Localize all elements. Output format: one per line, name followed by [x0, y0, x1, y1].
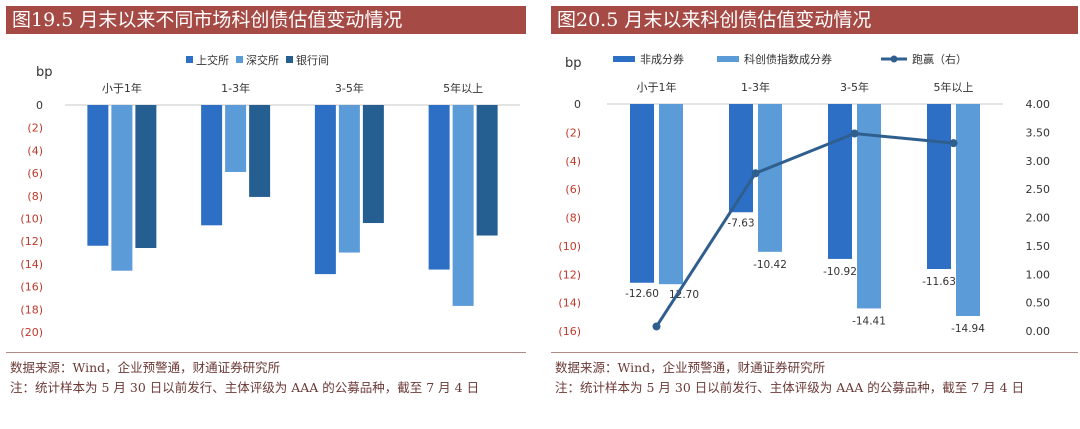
legend-swatch — [236, 56, 243, 63]
bar — [201, 105, 223, 226]
y-tick-label: (8) — [27, 190, 43, 203]
chart-panel-index: 图20.5 月末以来科创债估值变动情况 bp 非成分券 科创债指数成分券 跑赢（右） 0… — [545, 0, 1080, 429]
y-tick-label: 0 — [36, 99, 43, 112]
data-label: -10.92 — [823, 266, 857, 278]
legend-swatch — [717, 56, 739, 62]
data-label: -7.63 — [727, 217, 754, 229]
x-category-label: 1-3年 — [221, 81, 250, 95]
bar-chart-market: bp 上交所 深交所 银行间 0 (2) (4) (6) (8) (10) (12) (14) (16)… — [20, 53, 520, 339]
note-text: 注：统计样本为 5 月 30 日以前发行、主体评级为 AAA 的公募品种，截至 … — [10, 380, 480, 395]
y-tick-label-right: 0.00 — [1026, 325, 1051, 338]
y-tick-label-right: 1.50 — [1026, 240, 1051, 253]
y-tick-label: (6) — [27, 167, 43, 180]
y-tick-label-left: (4) — [565, 155, 581, 168]
divider — [6, 352, 526, 353]
bar — [476, 105, 498, 236]
legend-label: 科创债指数成分券 — [744, 52, 832, 66]
legend-swatch — [186, 56, 193, 63]
legend-marker — [890, 55, 898, 63]
y-tick-label-right: 4.00 — [1026, 98, 1051, 111]
data-label: -10.42 — [753, 259, 787, 271]
y-tick-label: (2) — [27, 122, 43, 135]
x-category-label: 3-5年 — [335, 81, 364, 95]
legend-label: 深交所 — [246, 53, 279, 67]
y-tick-label-left: (8) — [565, 212, 581, 225]
line-series-outperform — [655, 131, 954, 328]
y-tick-label-left: 0 — [574, 98, 581, 111]
y-tick-label: (20) — [20, 326, 43, 339]
x-category-label: 1-3年 — [741, 80, 770, 94]
legend-label: 银行间 — [296, 53, 329, 67]
y-tick-label: (16) — [20, 281, 43, 294]
line-point — [850, 129, 859, 138]
y-tick-label-right: 2.00 — [1026, 212, 1051, 225]
bar — [111, 105, 133, 271]
bar — [135, 105, 157, 249]
bar — [659, 104, 683, 285]
y-tick-label-right: 0.50 — [1026, 297, 1051, 310]
chart-title: 图19.5 月末以来不同市场科创债估值变动情况 — [6, 6, 526, 34]
line-point — [652, 322, 661, 331]
note-text: 注：统计样本为 5 月 30 日以前发行、主体评级为 AAA 的公募品种，截至 … — [555, 380, 1025, 395]
y-tick-label-left: (10) — [558, 240, 581, 253]
y-tick-label: (18) — [20, 303, 43, 316]
bar — [927, 104, 951, 270]
source-text: 数据来源：Wind，企业预警通，财通证券研究所 — [10, 360, 281, 375]
legend-label: 上交所 — [196, 53, 229, 67]
y-tick-label-left: (6) — [565, 183, 581, 196]
x-category-label: 5年以上 — [934, 80, 974, 94]
bar — [956, 104, 980, 316]
data-label: -12.60 — [625, 288, 659, 300]
bar-line-chart-index: bp 非成分券 科创债指数成分券 跑赢（右） 0 (2) (4) (6) (8) (10) (12)… — [558, 52, 1051, 338]
bar — [338, 105, 360, 253]
y-tick-label: (10) — [20, 213, 43, 226]
y-tick-label: (4) — [27, 144, 43, 157]
bar — [249, 105, 271, 197]
y-tick-label-left: (14) — [558, 297, 581, 310]
data-label: -14.41 — [852, 315, 886, 327]
x-category-label: 5年以上 — [443, 81, 483, 95]
x-category-label: 小于1年 — [102, 81, 142, 95]
chart-title: 图20.5 月末以来科创债估值变动情况 — [551, 6, 1078, 34]
legend-label: 非成分券 — [640, 52, 684, 66]
legend-swatch — [286, 56, 293, 63]
bar — [828, 104, 852, 259]
y-tick-label-right: 3.50 — [1026, 126, 1051, 139]
legend-label: 跑赢（右） — [912, 52, 967, 66]
line-point — [949, 139, 958, 148]
legend-swatch — [613, 56, 635, 62]
y-tick-label-left: (2) — [565, 126, 581, 139]
bar — [758, 104, 782, 252]
y-tick-label-right: 3.00 — [1026, 155, 1051, 168]
divider — [551, 352, 1078, 353]
source-text: 数据来源：Wind，企业预警通，财通证券研究所 — [555, 360, 826, 375]
y-tick-label: (12) — [20, 235, 43, 248]
y-axis-unit: bp — [36, 65, 53, 80]
y-tick-label: (14) — [20, 258, 43, 271]
y-axis-unit: bp — [565, 56, 582, 71]
bar — [428, 105, 450, 270]
chart-panel-market: 图19.5 月末以来不同市场科创债估值变动情况 bp 上交所 深交所 银行间 0 (2) (… — [0, 0, 528, 429]
bar — [362, 105, 384, 224]
bar — [857, 104, 881, 309]
bar — [630, 104, 654, 283]
data-label: -14.94 — [951, 323, 985, 335]
bar — [314, 105, 336, 275]
x-category-label: 3-5年 — [840, 80, 869, 94]
y-tick-label-left: (16) — [558, 325, 581, 338]
x-category-label: 小于1年 — [637, 80, 677, 94]
y-tick-label-right: 2.50 — [1026, 183, 1051, 196]
data-label: -11.63 — [922, 276, 956, 288]
y-tick-label-right: 1.00 — [1026, 268, 1051, 281]
bar — [87, 105, 109, 246]
bar — [225, 105, 247, 172]
line-point — [751, 169, 760, 178]
y-tick-label-left: (12) — [558, 268, 581, 281]
bar — [452, 105, 474, 306]
